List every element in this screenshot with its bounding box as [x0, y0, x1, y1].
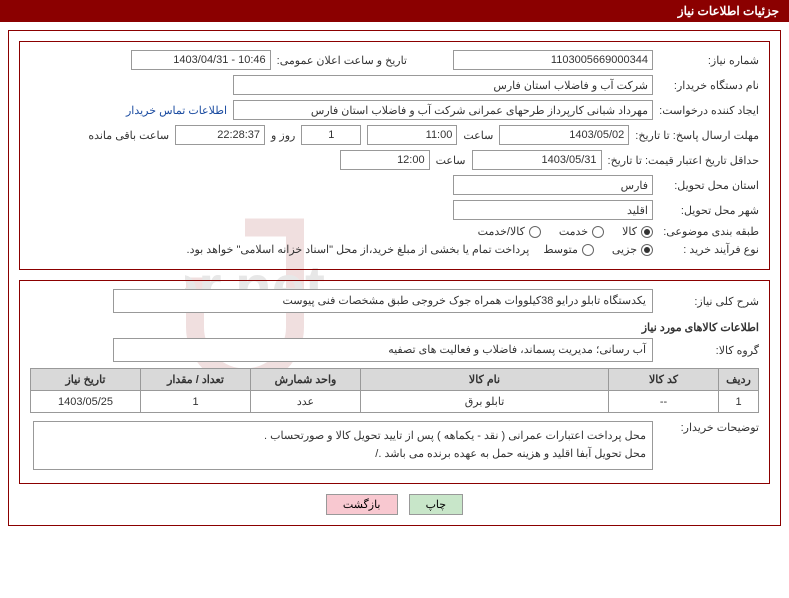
row-buyer-org: نام دستگاه خریدار: شرکت آب و فاضلاب استا… — [30, 75, 759, 95]
th-idx: ردیف — [719, 369, 759, 391]
radio-medium-label: متوسط — [543, 243, 578, 256]
cell-qty: 1 — [141, 391, 251, 413]
purchase-type-radio-group: جزیی متوسط — [543, 243, 653, 256]
reply-deadline-label: مهلت ارسال پاسخ: تا تاریخ: — [635, 129, 759, 142]
goods-info-title: اطلاعات کالاهای مورد نیاز — [30, 321, 759, 334]
th-name: نام کالا — [361, 369, 609, 391]
reply-date-field: 1403/05/02 — [499, 125, 629, 145]
radio-service-label: خدمت — [559, 225, 588, 238]
days-left-field: 1 — [301, 125, 361, 145]
row-need-desc: شرح کلی نیاز: یکدستگاه تابلو درایو 38کیل… — [30, 289, 759, 313]
price-valid-date-field: 1403/05/31 — [472, 150, 602, 170]
page-title: جزئیات اطلاعات نیاز — [678, 4, 779, 18]
row-purchase-type: نوع فرآیند خرید : جزیی متوسط پرداخت تمام… — [30, 243, 759, 256]
button-row: چاپ بازگشت — [9, 494, 780, 515]
radio-goods-service-label: کالا/خدمت — [478, 225, 525, 238]
radio-partial[interactable]: جزیی — [612, 243, 653, 256]
radio-service[interactable]: خدمت — [559, 225, 604, 238]
delivery-city-label: شهر محل تحویل: — [659, 204, 759, 217]
category-label: طبقه بندی موضوعی: — [659, 225, 759, 238]
th-code: کد کالا — [609, 369, 719, 391]
radio-dot-icon — [592, 226, 604, 238]
radio-dot-icon — [582, 244, 594, 256]
need-desc-label: شرح کلی نیاز: — [659, 295, 759, 308]
need-number-label: شماره نیاز: — [659, 54, 759, 67]
buyer-notes-line2: محل تحویل آبفا اقلید و هزینه حمل به عهده… — [40, 446, 646, 464]
cell-code: -- — [609, 391, 719, 413]
radio-partial-label: جزیی — [612, 243, 637, 256]
table-header-row: ردیف کد کالا نام کالا واحد شمارش تعداد /… — [31, 369, 759, 391]
row-delivery-province: استان محل تحویل: فارس — [30, 175, 759, 195]
print-button[interactable]: چاپ — [409, 494, 464, 515]
th-qty: تعداد / مقدار — [141, 369, 251, 391]
goods-group-label: گروه کالا: — [659, 344, 759, 357]
cell-name: تابلو برق — [361, 391, 609, 413]
requester-field: مهرداد شبانی کارپرداز طرحهای عمرانی شرکت… — [233, 100, 653, 120]
delivery-province-label: استان محل تحویل: — [659, 179, 759, 192]
days-word: روز و — [271, 129, 295, 142]
price-valid-label: حداقل تاریخ اعتبار قیمت: تا تاریخ: — [608, 154, 759, 167]
category-radio-group: کالا خدمت کالا/خدمت — [478, 225, 653, 238]
purchase-note: پرداخت تمام یا بخشی از مبلغ خرید،از محل … — [187, 243, 530, 256]
cell-date: 1403/05/25 — [31, 391, 141, 413]
row-goods-group: گروه کالا: آب رسانی؛ مدیریت پسماند، فاضل… — [30, 338, 759, 362]
radio-dot-icon — [641, 226, 653, 238]
need-desc-field: یکدستگاه تابلو درایو 38کیلووات همراه جوک… — [113, 289, 653, 313]
radio-goods[interactable]: کالا — [622, 225, 653, 238]
countdown-suffix: ساعت باقی مانده — [88, 129, 169, 142]
buyer-contact-link[interactable]: اطلاعات تماس خریدار — [126, 104, 227, 117]
announce-field: 1403/04/31 - 10:46 — [131, 50, 271, 70]
back-button[interactable]: بازگشت — [326, 494, 398, 515]
buyer-org-field: شرکت آب و فاضلاب استان فارس — [233, 75, 653, 95]
row-delivery-city: شهر محل تحویل: اقلید — [30, 200, 759, 220]
radio-medium[interactable]: متوسط — [543, 243, 594, 256]
need-desc-panel: شرح کلی نیاز: یکدستگاه تابلو درایو 38کیل… — [19, 280, 770, 484]
countdown-field: 22:28:37 — [175, 125, 265, 145]
radio-goods-service[interactable]: کالا/خدمت — [478, 225, 541, 238]
table-row: 1 -- تابلو برق عدد 1 1403/05/25 — [31, 391, 759, 413]
announce-label: تاریخ و ساعت اعلان عمومی: — [277, 54, 407, 67]
radio-dot-icon — [529, 226, 541, 238]
reply-time-field: 11:00 — [367, 125, 457, 145]
row-reply-deadline: مهلت ارسال پاسخ: تا تاریخ: 1403/05/02 سا… — [30, 125, 759, 145]
radio-dot-icon — [641, 244, 653, 256]
purchase-type-label: نوع فرآیند خرید : — [659, 243, 759, 256]
details-panel: شماره نیاز: 1103005669000344 تاریخ و ساع… — [19, 41, 770, 270]
goods-group-field: آب رسانی؛ مدیریت پسماند، فاضلاب و فعالیت… — [113, 338, 653, 362]
page-header: جزئیات اطلاعات نیاز — [0, 0, 789, 22]
row-need-number: شماره نیاز: 1103005669000344 تاریخ و ساع… — [30, 50, 759, 70]
row-requester: ایجاد کننده درخواست: مهرداد شبانی کارپرد… — [30, 100, 759, 120]
need-number-field: 1103005669000344 — [453, 50, 653, 70]
th-date: تاریخ نیاز — [31, 369, 141, 391]
requester-label: ایجاد کننده درخواست: — [659, 104, 759, 117]
price-valid-time-field: 12:00 — [340, 150, 430, 170]
delivery-city-field: اقلید — [453, 200, 653, 220]
reply-time-label: ساعت — [463, 129, 493, 142]
price-valid-time-label: ساعت — [436, 154, 466, 167]
buyer-notes-label: توضیحات خریدار: — [659, 421, 759, 434]
row-buyer-notes: توضیحات خریدار: محل پرداخت اعتبارات عمرا… — [30, 421, 759, 470]
goods-table: ردیف کد کالا نام کالا واحد شمارش تعداد /… — [30, 368, 759, 413]
outer-container: شماره نیاز: 1103005669000344 تاریخ و ساع… — [8, 30, 781, 526]
buyer-notes-field: محل پرداخت اعتبارات عمرانی ( نقد - یکماه… — [33, 421, 653, 470]
delivery-province-field: فارس — [453, 175, 653, 195]
row-price-valid: حداقل تاریخ اعتبار قیمت: تا تاریخ: 1403/… — [30, 150, 759, 170]
cell-unit: عدد — [251, 391, 361, 413]
th-unit: واحد شمارش — [251, 369, 361, 391]
row-category: طبقه بندی موضوعی: کالا خدمت کالا/خدمت — [30, 225, 759, 238]
radio-goods-label: کالا — [622, 225, 637, 238]
buyer-org-label: نام دستگاه خریدار: — [659, 79, 759, 92]
cell-idx: 1 — [719, 391, 759, 413]
buyer-notes-line1: محل پرداخت اعتبارات عمرانی ( نقد - یکماه… — [40, 428, 646, 446]
